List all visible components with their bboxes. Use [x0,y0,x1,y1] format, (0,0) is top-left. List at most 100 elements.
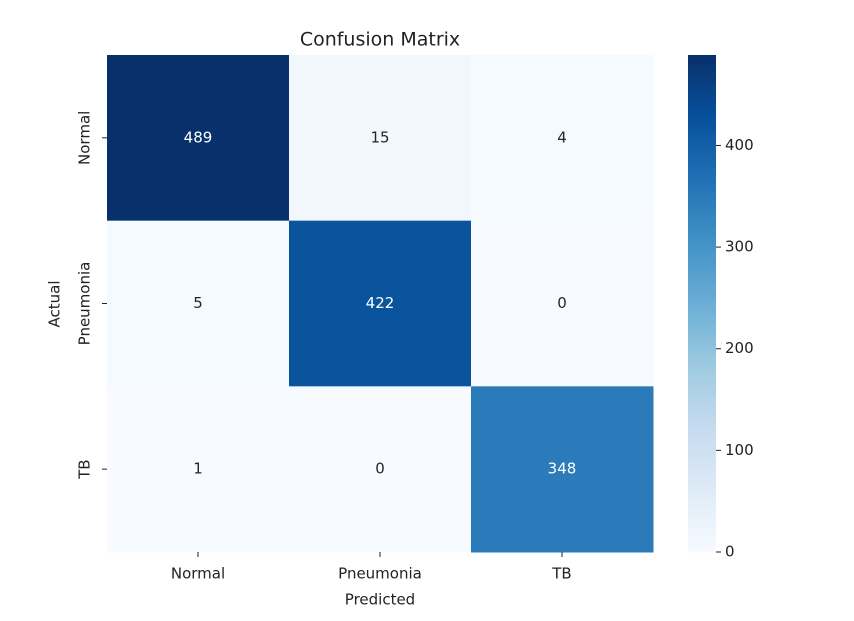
colorbar-segment [688,191,716,197]
colorbar-segment [688,96,716,102]
colorbar-segment [688,212,716,218]
colorbar-segment [688,324,716,329]
colorbar-segment [688,311,716,317]
colorbar-segment [688,158,716,164]
heatmap-cell [107,220,290,387]
colorbar-segment [688,112,716,118]
colorbar-segment [688,286,716,292]
colorbar-segment [688,547,716,553]
colorbar-segment [688,431,716,437]
colorbar-segment [688,299,716,305]
colorbar-segment [688,415,716,421]
colorbar-segment [688,477,716,483]
colorbar-segment [688,262,716,267]
colorbar-segment [688,175,716,180]
colorbar-segment [688,489,716,495]
colorbar-segment [688,137,716,143]
colorbar-segment [688,411,716,416]
colorbar-segment [688,535,716,541]
colorbar-segment [688,531,716,537]
heatmap-cell [289,220,472,387]
colorbar-segment [688,303,716,309]
colorbar-tick-label: 100 [725,441,754,459]
colorbar-tick-label: 300 [725,238,754,256]
colorbar-segment [688,344,716,350]
colorbar-segment [688,67,716,73]
colorbar-segment [688,307,716,313]
colorbar-segment [688,407,716,412]
colorbar-segment [688,100,716,106]
colorbar-segment [688,278,716,284]
colorbar-segment [688,543,716,549]
colorbar-segment [688,117,716,122]
heatmap-cell [471,386,654,553]
y-tick-label: Normal [76,111,94,165]
colorbar-segment [688,336,716,342]
cell-label: 1 [193,460,203,478]
colorbar-segment [688,485,716,491]
y-tick-label: Pneumonia [76,262,94,346]
colorbar-segment [688,452,716,458]
colorbar-segment [688,59,716,64]
x-tick-label: Pneumonia [338,565,422,583]
colorbar-segment [688,179,716,184]
colorbar-segment [688,469,716,474]
x-tick-label: TB [551,565,571,583]
colorbar-segment [688,444,716,450]
colorbar-segment [688,361,716,367]
colorbar-segment [688,502,716,508]
colorbar-segment [688,295,716,300]
colorbar-segment [688,104,716,110]
x-tick-label: Normal [171,565,225,583]
x-axis-label: Predicted [345,591,415,609]
colorbar-segment [688,382,716,387]
colorbar-segment [688,506,716,512]
colorbar-segment [688,386,716,392]
colorbar-segment [688,133,716,139]
colorbar-segment [688,79,716,85]
colorbar-segment [688,141,716,147]
colorbar-segment [688,71,716,77]
colorbar-segment [688,92,716,98]
colorbar-segment [688,423,716,429]
colorbar-segment [688,257,716,263]
colorbar-segment [688,378,716,383]
colorbar-segment [688,88,716,93]
colorbar-segment [688,373,716,379]
cell-label: 422 [366,294,395,312]
colorbar-segment [688,237,716,242]
colorbar-segment [688,183,716,189]
colorbar-segment [688,332,716,338]
cell-label: 0 [375,460,385,478]
colorbar-segment [688,427,716,433]
colorbar-segment [688,402,716,408]
colorbar-segment [688,125,716,131]
heatmap-cell [289,55,472,222]
colorbar-segment [688,448,716,454]
colorbar-segment [688,291,716,296]
colorbar-tick-label: 400 [725,136,754,154]
colorbar-segment [688,398,716,404]
colorbar-segment [688,162,716,168]
colorbar-segment [688,353,716,358]
colorbar-segment [688,249,716,255]
colorbar-segment [688,233,716,238]
colorbar-tick-label: 200 [725,339,754,357]
colorbar-segment [688,481,716,487]
colorbar-segment [688,315,716,321]
colorbar-segment [688,357,716,363]
colorbar-segment [688,365,716,371]
colorbar-segment [688,369,716,375]
heatmap-cell [107,55,290,222]
colorbar-segment [688,328,716,334]
colorbar-segment [688,121,716,127]
colorbar-segment [688,216,716,222]
colorbar-segment [688,154,716,160]
cell-label: 0 [557,294,567,312]
colorbar-segment [688,460,716,466]
colorbar-segment [688,108,716,114]
colorbar-segment [688,494,716,499]
colorbar-segment [688,146,716,151]
colorbar-segment [688,539,716,545]
